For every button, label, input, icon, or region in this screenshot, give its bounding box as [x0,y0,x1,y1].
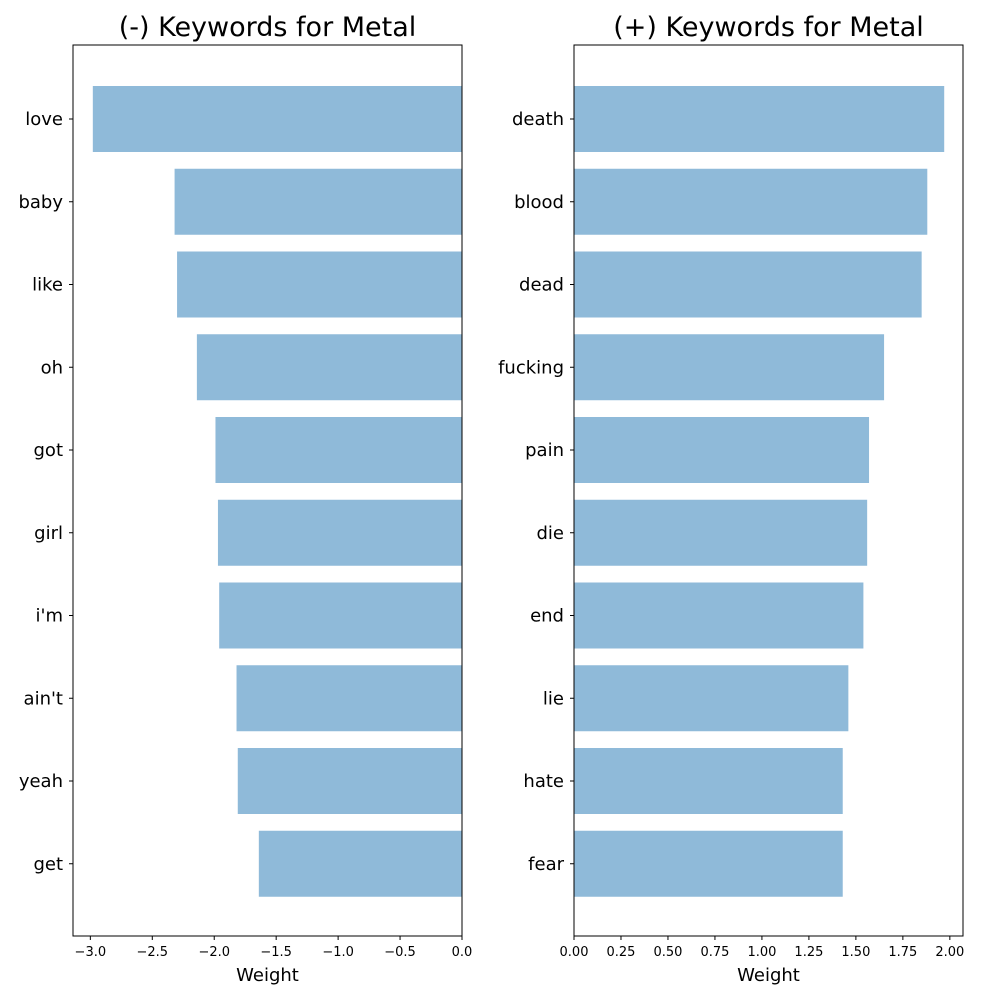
bar-love [92,86,462,152]
category-label: oh [41,357,63,378]
category-label: lie [543,688,564,709]
category-label: like [32,275,63,296]
x-tick-label: 1.75 [888,945,917,960]
category-label: love [25,109,63,130]
category-label: got [34,440,64,461]
bar-blood [574,168,928,235]
positive-keywords-chart: (+) Keywords for Metal Weight death blood… [498,12,964,986]
bar-fear [574,830,843,897]
category-label: dead [519,275,564,296]
x-ticks: −3.0 −2.5 −2.0 −1.5 −1.0 −0.5 0.0 [75,936,473,960]
x-tick-label: 1.50 [841,945,870,960]
bar-lie [574,665,849,732]
category-label: death [512,109,564,130]
bars [92,86,462,897]
x-ticks: 0.00 0.25 0.50 0.75 1.00 1.25 1.50 1.75 2.00 [560,936,964,960]
category-labels: love baby like oh got girl i'm ain't yeah get [18,109,73,875]
category-label: yeah [19,771,63,792]
bar-oh [196,334,462,401]
chart-title: (-) Keywords for Metal [119,12,417,43]
category-label: fucking [498,357,564,378]
x-axis-label: Weight [236,965,299,986]
bar-got [215,417,462,483]
x-tick-label: −1.0 [322,945,354,960]
bar-death [574,86,945,152]
category-label: die [536,523,564,544]
x-tick-label: 0.00 [560,945,589,960]
category-label: ain't [24,688,63,709]
bar-dead [574,251,922,318]
category-label: end [530,606,564,627]
category-label: girl [34,523,63,544]
bar-like [177,251,462,318]
category-label: fear [528,854,564,875]
chart-title: (+) Keywords for Metal [613,12,924,43]
category-labels: death blood dead fucking pain die end lie hate fe… [498,109,574,875]
category-label: get [33,854,63,875]
bar-get [258,830,462,897]
x-tick-label: 0.25 [607,945,636,960]
x-tick-label: −1.5 [260,945,292,960]
bar-girl [217,499,462,566]
category-label: i'm [36,606,63,627]
x-tick-label: 1.00 [747,945,776,960]
x-tick-label: −3.0 [75,945,107,960]
bars [574,86,945,897]
category-label: blood [514,192,564,213]
x-tick-label: 2.00 [935,945,964,960]
bar-end [574,582,864,649]
x-tick-label: −0.5 [384,945,416,960]
x-tick-label: −2.0 [198,945,230,960]
category-label: hate [523,771,564,792]
x-axis-label: Weight [737,965,800,986]
negative-keywords-chart: (-) Keywords for Metal Weight love baby li… [18,12,472,986]
bar-fucking [574,334,885,401]
bar-ain-t [236,665,462,732]
plot-frame [72,44,463,937]
bar-baby [174,168,462,235]
x-tick-label: 0.75 [700,945,729,960]
x-tick-label: −2.5 [136,945,168,960]
bar-die [574,499,868,566]
bar-yeah [237,748,462,814]
x-tick-label: 0.50 [653,945,682,960]
bar-i-m [219,582,462,649]
plot-frame [573,44,964,937]
category-label: pain [525,440,564,461]
x-tick-label: 0.0 [452,945,473,960]
bar-pain [574,417,870,483]
category-label: baby [18,192,63,213]
x-tick-label: 1.25 [794,945,823,960]
bar-hate [574,748,843,814]
